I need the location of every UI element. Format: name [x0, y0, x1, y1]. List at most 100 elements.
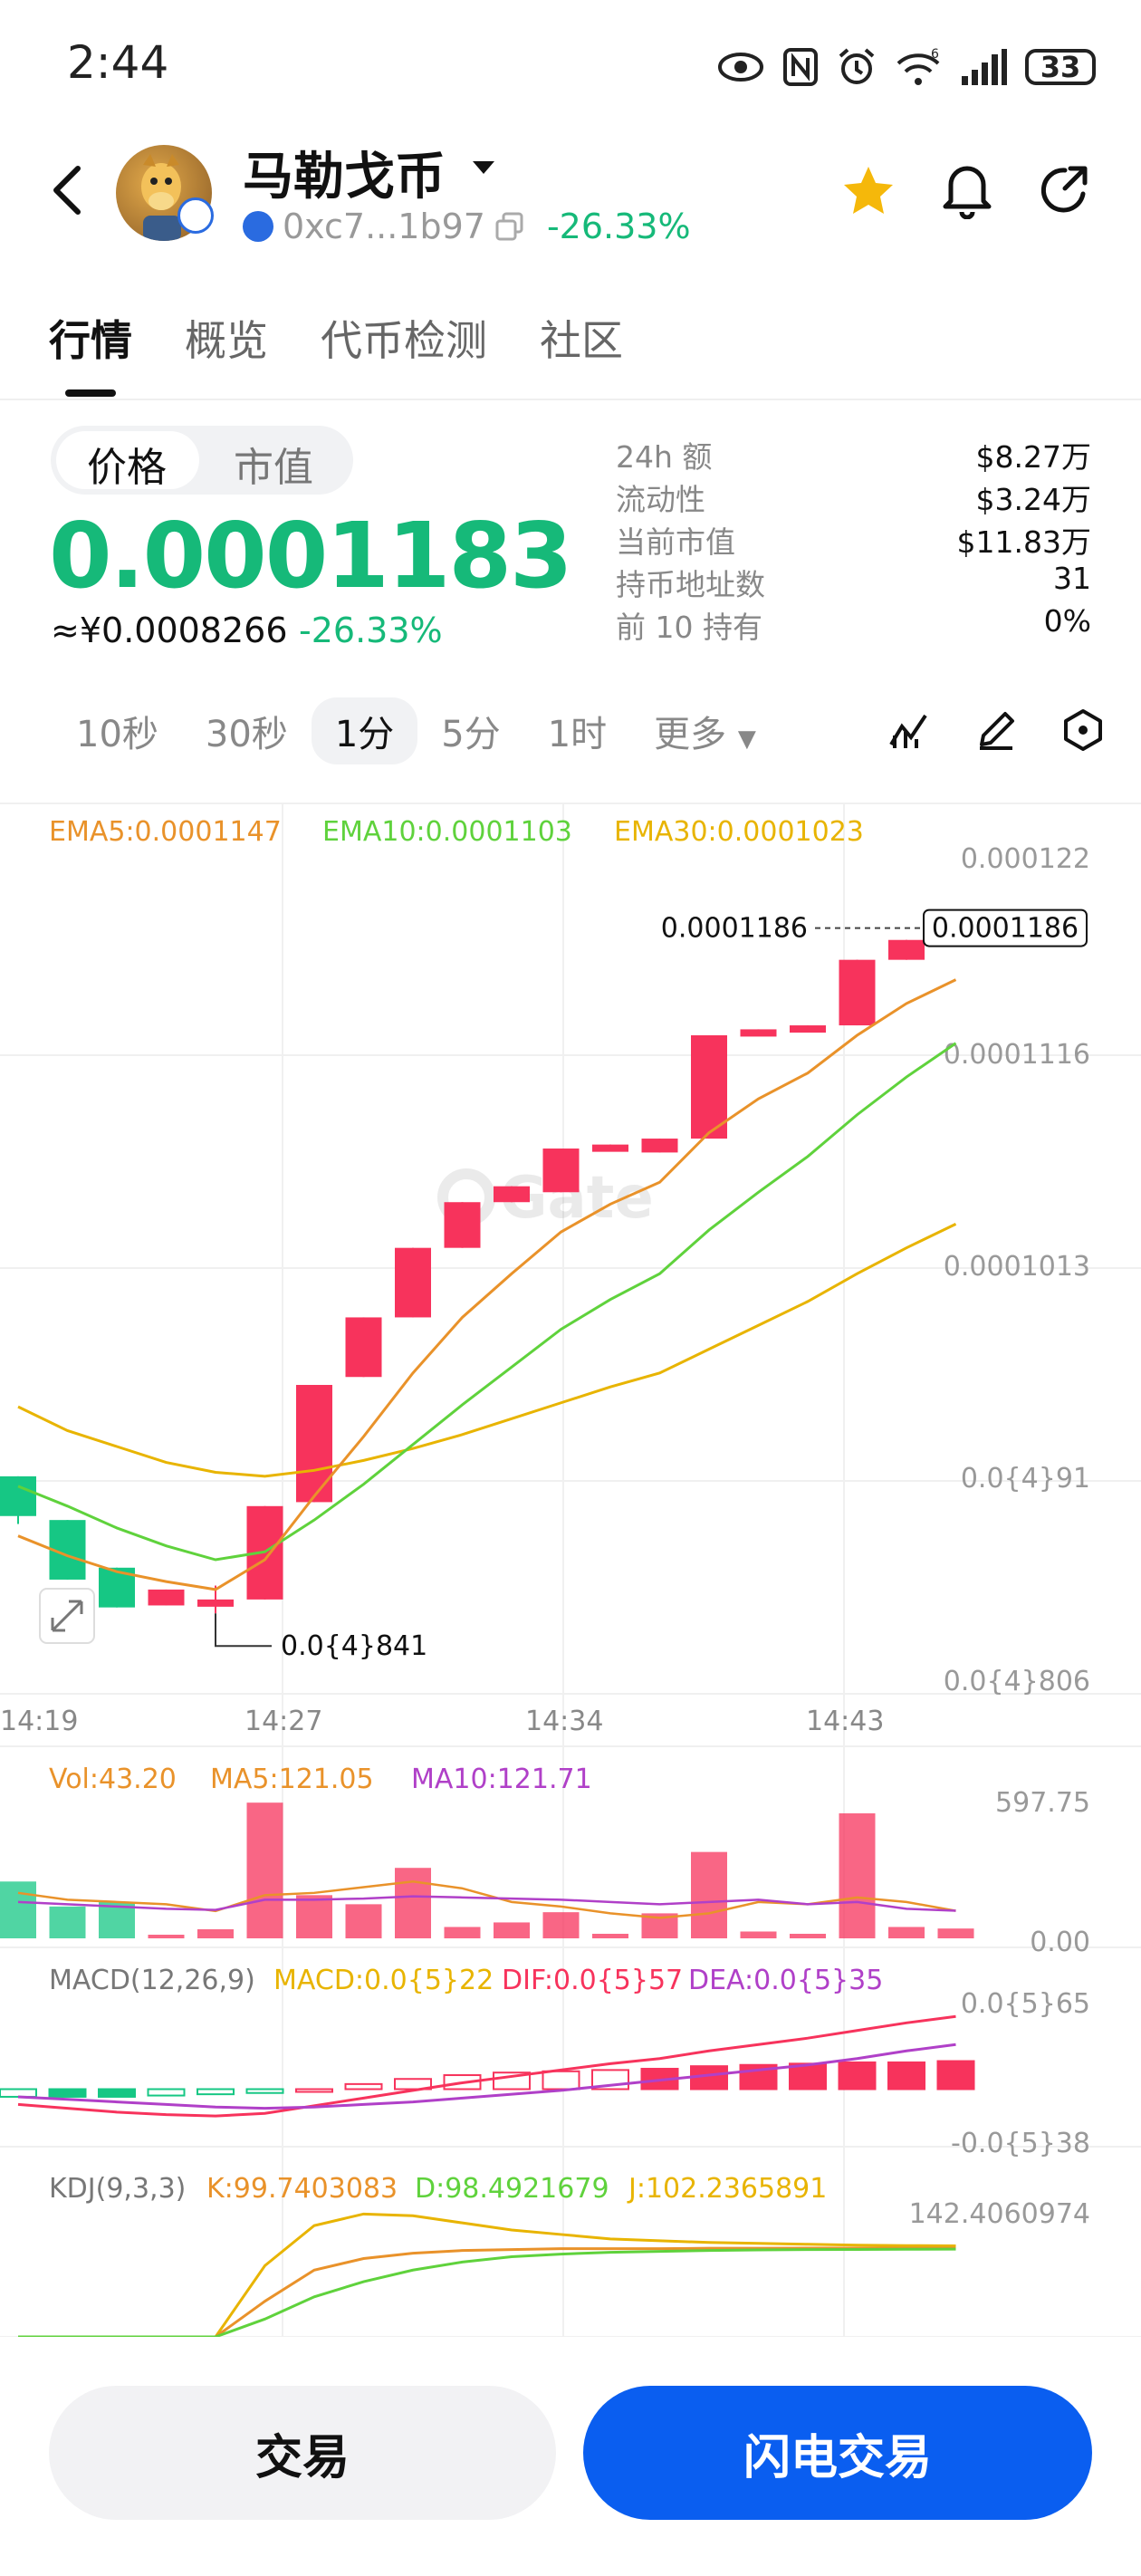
battery-indicator: 33 — [1025, 49, 1096, 85]
volume-bar — [148, 1934, 185, 1938]
candle — [740, 1029, 777, 1037]
flash-trade-button[interactable]: 闪电交易 — [583, 2386, 1092, 2520]
stat-label: 前 10 持有 — [616, 610, 762, 645]
price-cny-change: -26.33% — [299, 610, 443, 650]
dif-legend: DIF:0.0{5}57 — [502, 1965, 683, 1996]
kdj-d-legend: D:98.4921679 — [415, 2173, 609, 2205]
stat-value: $11.83万 — [956, 524, 1091, 560]
back-arrow-icon[interactable] — [49, 163, 85, 217]
star-favorite-icon[interactable] — [840, 163, 896, 219]
candle — [345, 1317, 382, 1378]
ema30-line — [17, 1223, 957, 1478]
copy-icon[interactable] — [494, 211, 525, 242]
macd-hist-bar — [48, 2088, 87, 2098]
candle — [148, 1589, 185, 1606]
interval-more[interactable]: 更多 ▼ — [630, 697, 780, 764]
trade-button[interactable]: 交易 — [49, 2386, 556, 2520]
stat-value: 31 — [1053, 561, 1091, 596]
y-tick: 0.0001013 — [944, 1251, 1090, 1283]
candles-layer — [0, 928, 974, 1614]
status-bar: 2:44 6 33 — [0, 0, 1141, 136]
last-price-label-left: 0.0001186 — [661, 913, 808, 945]
interval-1m[interactable]: 1分 — [311, 697, 418, 764]
svg-text:6: 6 — [931, 47, 939, 62]
dif-line — [17, 2014, 956, 2118]
macd-hist-bar — [98, 2088, 136, 2098]
settings-hex-icon[interactable] — [1061, 708, 1105, 752]
macd-value-legend: MACD:0.0{5}22 — [273, 1965, 494, 1996]
ema10-line — [17, 1042, 957, 1562]
toggle-active-bg — [56, 431, 199, 489]
volume-bar — [542, 1912, 580, 1938]
indicator-icon[interactable] — [887, 708, 931, 752]
vol-y-tick: 0.00 — [1030, 1927, 1090, 1958]
x-tick: 14:34 — [525, 1706, 603, 1737]
kdj-k-legend: K:99.7403083 — [206, 2173, 398, 2205]
tab-market[interactable]: 行情 — [49, 316, 132, 365]
vol-ma5-legend: MA5:121.05 — [210, 1764, 374, 1795]
expand-button[interactable] — [39, 1588, 95, 1644]
bell-icon[interactable] — [940, 159, 994, 219]
toggle-mcap[interactable]: 市值 — [234, 445, 313, 491]
ema10-legend: EMA10:0.0001103 — [322, 816, 572, 848]
price-chart[interactable]: EMA5:0.0001147 EMA10:0.0001103 EMA30:0.0… — [0, 797, 1141, 2337]
stat-row: 当前市值 $11.83万 — [616, 518, 1091, 561]
macd-lines — [17, 2014, 956, 2118]
kdj-lines — [18, 2212, 956, 2337]
toggle-price[interactable]: 价格 — [87, 445, 167, 491]
expand-icon — [51, 1600, 83, 1632]
stat-row: 前 10 持有 0% — [616, 603, 1091, 646]
interval-1h[interactable]: 1时 — [547, 714, 608, 755]
interval-30s[interactable]: 30秒 — [205, 714, 288, 755]
volume-bar — [494, 1922, 530, 1938]
more-label: 更多 — [654, 714, 727, 755]
horse-logo-icon — [141, 154, 181, 241]
candle — [641, 1139, 678, 1153]
draw-pencil-icon[interactable] — [974, 708, 1018, 752]
stat-row: 流动性 $3.24万 — [616, 476, 1091, 518]
chart-tools — [887, 708, 1105, 752]
stat-value: 0% — [1043, 603, 1091, 639]
token-name[interactable]: 马勒戈币 — [243, 148, 446, 207]
volume-bar — [839, 1812, 876, 1938]
main-tabs: 行情 概览 代币检测 社区 — [49, 308, 623, 368]
volume-bar — [691, 1851, 727, 1938]
alarm-icon — [839, 48, 875, 84]
candle — [839, 959, 876, 1026]
chart-grid — [0, 803, 1141, 2337]
stat-value: $3.24万 — [975, 482, 1091, 517]
last-price-box — [923, 908, 1088, 947]
tab-community[interactable]: 社区 — [540, 316, 623, 365]
chevron-down-icon[interactable] — [473, 161, 494, 174]
interval-10s[interactable]: 10秒 — [76, 714, 158, 755]
tab-token-check[interactable]: 代币检测 — [321, 316, 487, 365]
nfc-icon — [783, 48, 818, 86]
volume-bar — [592, 1933, 628, 1938]
candle — [395, 1247, 431, 1318]
interval-5m[interactable]: 5分 — [441, 714, 501, 755]
tab-overview[interactable]: 概览 — [185, 316, 268, 365]
candle — [0, 1475, 36, 1516]
macd-legend: MACD(12,26,9) — [49, 1965, 255, 1996]
address-row: 0xc7...1b97 -26.33% — [243, 207, 691, 246]
price-cny: ≈¥0.0008266 — [51, 610, 288, 650]
volume-bar — [444, 1927, 481, 1938]
chain-badge-icon — [177, 197, 214, 234]
macd-hist-bar — [197, 2088, 235, 2096]
active-tab-indicator — [65, 389, 116, 397]
status-icons: 6 33 — [717, 47, 1096, 87]
volume-bar — [888, 1927, 925, 1938]
volume-bar — [345, 1904, 382, 1938]
candle — [494, 1186, 530, 1203]
stat-label: 持币地址数 — [616, 567, 765, 602]
dea-legend: DEA:0.0{5}35 — [688, 1965, 883, 1996]
volume-ma-lines — [17, 1880, 956, 1919]
volume-bar — [246, 1802, 283, 1938]
candle — [542, 1149, 580, 1193]
candle — [444, 1202, 481, 1248]
share-icon[interactable] — [1038, 163, 1092, 217]
volume-bar — [790, 1933, 826, 1938]
chain-icon — [243, 211, 273, 242]
stat-row: 24h 额 $8.27万 — [616, 433, 1091, 476]
low-marker-line — [215, 1613, 272, 1648]
